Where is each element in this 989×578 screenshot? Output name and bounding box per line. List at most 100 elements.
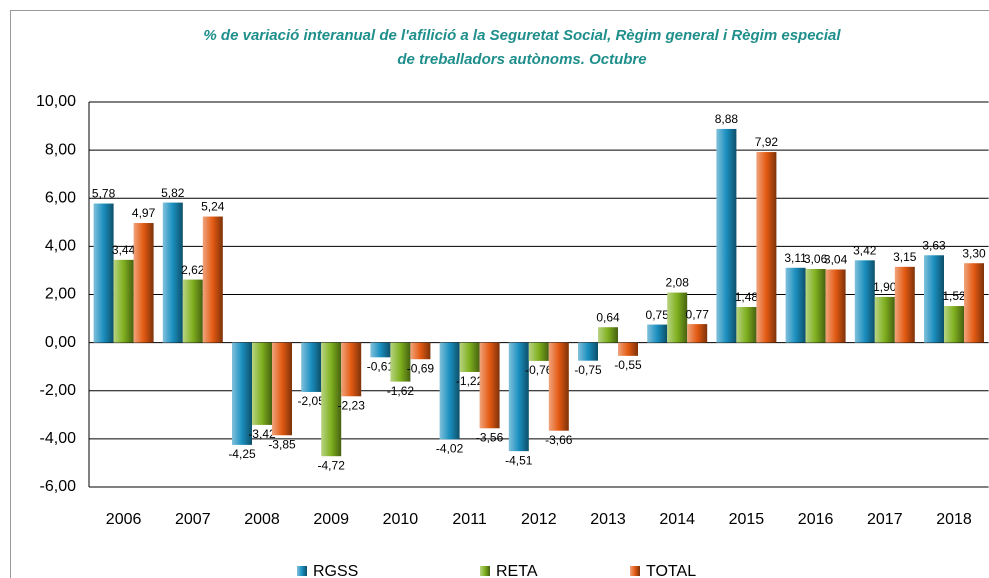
bar: [439, 342, 460, 440]
bar: [232, 342, 252, 445]
value-label: -0,61: [367, 359, 395, 373]
x-tick-label: 2016: [798, 511, 834, 528]
value-label: -0,55: [614, 358, 642, 372]
y-tick-label: 4,00: [45, 238, 76, 255]
bar: [548, 342, 569, 431]
x-tick-label: 2013: [590, 511, 626, 528]
bar: [964, 263, 984, 343]
value-label: -4,02: [436, 442, 464, 456]
value-label: 0,64: [596, 310, 620, 324]
bar: [598, 327, 618, 343]
value-label: 1,90: [873, 280, 897, 294]
value-label: 1,48: [735, 290, 759, 304]
x-tick-label: 2006: [106, 511, 142, 528]
bar: [321, 342, 342, 457]
value-label: 2,08: [666, 276, 690, 290]
bar: [894, 266, 915, 343]
value-label: -3,66: [545, 433, 573, 447]
value-label: -4,51: [505, 453, 533, 467]
bar: [133, 223, 154, 343]
value-label: 1,52: [942, 289, 966, 303]
value-label: 3,42: [853, 244, 877, 258]
y-tick-label: 0,00: [45, 334, 76, 351]
y-tick-label: -2,00: [40, 382, 77, 399]
bar: [825, 269, 846, 343]
value-label: 7,92: [755, 135, 779, 149]
bar: [924, 255, 944, 343]
bar: [736, 307, 757, 343]
value-label: 3,11: [784, 251, 807, 265]
bar: [459, 342, 480, 372]
bar: [182, 279, 203, 343]
x-tick-label: 2014: [659, 511, 695, 528]
y-tick-label: 8,00: [45, 141, 76, 158]
value-label: 3,04: [824, 253, 848, 267]
legend-label: TOTAL: [646, 563, 696, 578]
value-label: 5,78: [92, 187, 116, 201]
bar: [528, 342, 549, 361]
legend-swatch: [630, 566, 640, 576]
bar: [93, 203, 114, 343]
value-label: -2,05: [298, 394, 326, 408]
value-label: -0,69: [407, 361, 435, 375]
value-label: 3,63: [922, 238, 946, 252]
x-tick-label: 2010: [383, 511, 419, 528]
bar: [647, 324, 668, 343]
value-label: -1,22: [456, 374, 484, 388]
legend-swatch: [480, 566, 490, 576]
value-label: 0,77: [686, 307, 710, 321]
bar: [390, 342, 411, 382]
bar: [667, 292, 688, 343]
x-tick-label: 2018: [936, 511, 972, 528]
bar: [301, 342, 322, 392]
value-label: 5,82: [161, 186, 185, 200]
value-label: 4,97: [132, 206, 156, 220]
chart-subtitle: de treballadors autònoms. Octubre: [397, 51, 646, 68]
y-tick-label: 6,00: [45, 189, 76, 206]
bar: [370, 342, 391, 358]
value-label: 3,15: [893, 250, 917, 264]
value-label: 0,75: [646, 308, 670, 322]
bar: [272, 342, 292, 436]
value-label: -3,42: [248, 427, 276, 441]
x-tick-label: 2015: [729, 511, 765, 528]
bar: [618, 342, 638, 356]
legend-label: RETA: [496, 563, 538, 578]
x-tick-label: 2009: [313, 511, 349, 528]
x-tick-label: 2007: [175, 511, 211, 528]
value-label: -4,25: [228, 447, 256, 461]
bar: [944, 306, 964, 343]
x-tick-label: 2008: [244, 511, 280, 528]
bar: [874, 296, 895, 343]
value-label: -1,62: [387, 384, 415, 398]
value-label: -3,85: [268, 437, 296, 451]
bar: [202, 216, 223, 343]
y-tick-label: 10,00: [36, 93, 76, 110]
bar: [479, 342, 500, 429]
value-label: -0,75: [574, 363, 602, 377]
bar: [341, 342, 362, 397]
value-label: 3,44: [112, 243, 136, 257]
bar: [716, 128, 737, 343]
value-label: 5,24: [201, 200, 225, 214]
bar: [687, 324, 708, 343]
x-tick-label: 2012: [521, 511, 557, 528]
y-tick-label: -4,00: [40, 430, 77, 447]
legend-swatch: [297, 566, 307, 576]
value-label: -2,23: [338, 398, 366, 412]
bar: [252, 342, 272, 425]
value-label: -4,72: [318, 458, 346, 472]
bar: [162, 202, 183, 343]
chart-frame: [10, 10, 989, 578]
value-label: 3,30: [962, 246, 986, 260]
bar: [410, 342, 431, 360]
value-label: 2,62: [181, 263, 205, 277]
value-label: 3,06: [804, 252, 828, 266]
chart-title: % de variació interanual de l'afilició a…: [203, 27, 841, 44]
value-label: -3,56: [476, 430, 504, 444]
y-tick-label: 2,00: [45, 286, 76, 303]
x-tick-label: 2017: [867, 511, 903, 528]
bar: [756, 152, 777, 343]
x-tick-label: 2011: [452, 511, 487, 528]
